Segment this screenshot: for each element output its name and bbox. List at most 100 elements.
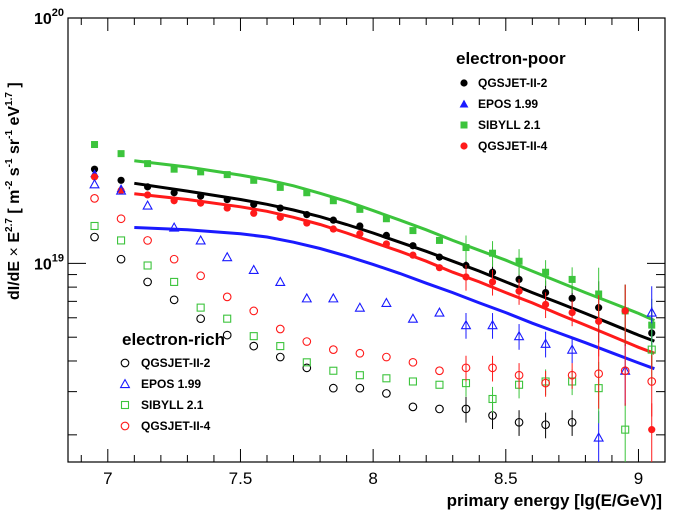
point-electron-rich-qgsjet-ii-4 <box>461 363 471 373</box>
point-electron-rich-qgsjet-ii-2 <box>355 383 365 393</box>
point-electron-rich-epos-1-99 <box>354 302 366 312</box>
legend-electron-poor-label-sibyll-2-1: SIBYLL 2.1 <box>478 118 541 132</box>
y-axis-title-bracket-close: ] <box>6 82 23 92</box>
point-electron-poor-sibyll-2-1 <box>382 215 390 223</box>
point-electron-rich-qgsjet-ii-4 <box>355 348 365 358</box>
point-electron-rich-epos-1-99 <box>407 313 419 323</box>
point-electron-rich-qgsjet-ii-4 <box>116 214 126 224</box>
x-axis-title: primary energy [lg(E/GeV)] <box>447 491 662 510</box>
point-electron-rich-sibyll-2-1 <box>249 332 258 341</box>
point-electron-poor-qgsjet-ii-4 <box>356 230 364 238</box>
point-electron-rich-sibyll-2-1 <box>647 345 656 354</box>
point-electron-rich-epos-1-99 <box>460 319 472 330</box>
fit-curve-sibyll-2-1 <box>134 159 656 322</box>
point-electron-poor-qgsjet-ii-4 <box>595 317 603 325</box>
point-electron-rich-qgsjet-ii-2 <box>275 352 285 362</box>
point-electron-poor-sibyll-2-1 <box>542 268 550 276</box>
point-electron-rich-sibyll-2-1 <box>382 374 391 383</box>
y-axis-title-times: × <box>6 243 23 261</box>
point-electron-poor-qgsjet-ii-2 <box>250 200 258 208</box>
point-electron-rich-qgsjet-ii-2 <box>90 232 99 242</box>
point-electron-rich-sibyll-2-1 <box>170 277 179 286</box>
point-electron-rich-qgsjet-ii-4 <box>196 271 206 281</box>
legend-electron-poor-marker-epos-1-99 <box>459 99 469 108</box>
point-electron-poor-sibyll-2-1 <box>144 160 152 168</box>
point-electron-rich-sibyll-2-1 <box>621 425 630 434</box>
point-electron-poor-qgsjet-ii-4 <box>382 240 390 248</box>
point-electron-rich-qgsjet-ii-4 <box>90 194 99 203</box>
y-axis-title-exp-m2: -2 <box>4 180 15 189</box>
legend-electron-rich-label-epos-1-99: EPOS 1.99 <box>141 377 201 391</box>
x-tick-label: 7.5 <box>229 469 253 488</box>
point-electron-poor-qgsjet-ii-4 <box>250 209 258 217</box>
point-electron-rich-epos-1-99 <box>89 178 100 189</box>
point-electron-poor-sibyll-2-1 <box>117 150 125 158</box>
point-electron-rich-qgsjet-ii-4 <box>143 236 152 245</box>
legend-electron-rich-label-sibyll-2-1: SIBYLL 2.1 <box>141 398 204 412</box>
point-electron-rich-sibyll-2-1 <box>329 366 338 375</box>
y-axis-title: dI/dE × E2.7 [ m-2 s-1 sr-1 eV1.7 ] <box>4 82 23 300</box>
legend-electron-rich-label-qgsjet-ii-4: QGSJET-II-4 <box>141 419 211 433</box>
point-electron-rich-qgsjet-ii-4 <box>249 306 259 316</box>
legend-electron-poor-marker-qgsjet-ii-4 <box>460 142 468 150</box>
point-electron-rich-qgsjet-ii-4 <box>169 254 179 264</box>
point-electron-rich-sibyll-2-1 <box>408 377 417 386</box>
point-electron-rich-qgsjet-ii-4 <box>567 370 577 380</box>
point-electron-rich-qgsjet-ii-2 <box>567 417 577 427</box>
point-electron-rich-qgsjet-ii-2 <box>169 295 179 305</box>
point-electron-poor-qgsjet-ii-2 <box>568 294 576 302</box>
point-electron-rich-qgsjet-ii-4 <box>302 337 312 346</box>
point-electron-poor-sibyll-2-1 <box>223 171 231 179</box>
point-electron-poor-qgsjet-ii-4 <box>542 300 550 309</box>
legend-electron-poor-label-qgsjet-ii-4: QGSJET-II-4 <box>478 139 548 153</box>
point-electron-rich-qgsjet-ii-2 <box>116 254 126 264</box>
x-tick-label: 8.5 <box>494 469 518 488</box>
point-electron-rich-sibyll-2-1 <box>117 236 126 245</box>
point-electron-rich-epos-1-99 <box>221 251 233 262</box>
point-electron-poor-qgsjet-ii-2 <box>170 189 178 197</box>
point-electron-rich-epos-1-99 <box>513 330 525 341</box>
y-axis-title-dI: dI/dE <box>6 261 23 300</box>
point-electron-rich-qgsjet-ii-2 <box>514 417 524 427</box>
fit-curve-epos-1-99 <box>134 226 655 371</box>
point-electron-poor-qgsjet-ii-4 <box>435 264 444 272</box>
point-electron-poor-qgsjet-ii-4 <box>197 199 205 207</box>
point-electron-poor-sibyll-2-1 <box>595 290 603 298</box>
point-electron-poor-sibyll-2-1 <box>276 183 284 191</box>
point-electron-rich-qgsjet-ii-2 <box>541 420 550 430</box>
legend-electron-rich-marker-qgsjet-ii-2 <box>120 358 130 368</box>
point-electron-rich-qgsjet-ii-4 <box>647 377 657 386</box>
y-axis-title-exp-sr: -1 <box>4 130 15 139</box>
point-electron-poor-qgsjet-ii-2 <box>382 231 390 239</box>
point-electron-rich-qgsjet-ii-4 <box>514 370 524 380</box>
point-electron-poor-qgsjet-ii-2 <box>409 242 417 250</box>
point-electron-poor-qgsjet-ii-4 <box>329 225 337 233</box>
point-electron-poor-qgsjet-ii-2 <box>329 216 337 224</box>
legend-electron-poor-label-qgsjet-ii-2: QGSJET-II-2 <box>478 76 548 90</box>
point-electron-rich-epos-1-99 <box>327 292 339 303</box>
point-electron-poor-sibyll-2-1 <box>356 205 364 213</box>
point-electron-rich-qgsjet-ii-2 <box>328 383 338 393</box>
point-electron-poor-qgsjet-ii-4 <box>90 173 99 181</box>
point-electron-rich-sibyll-2-1 <box>90 221 99 231</box>
point-electron-rich-sibyll-2-1 <box>355 371 364 380</box>
point-electron-poor-qgsjet-ii-2 <box>356 222 364 230</box>
point-electron-poor-qgsjet-ii-4 <box>170 197 178 205</box>
legend-electron-poor-marker-qgsjet-ii-2 <box>460 79 468 87</box>
point-electron-rich-qgsjet-ii-4 <box>382 352 391 362</box>
point-electron-rich-epos-1-99 <box>540 338 551 348</box>
legend-electron-rich: electron-rich QGSJET-II-2 EPOS 1.99 SIBYLL… <box>119 330 225 433</box>
point-electron-rich-sibyll-2-1 <box>223 314 232 323</box>
point-electron-rich-sibyll-2-1 <box>488 394 497 404</box>
legend-electron-rich-label-qgsjet-ii-2: QGSJET-II-2 <box>141 356 211 370</box>
point-electron-poor-qgsjet-ii-2 <box>223 195 231 204</box>
point-electron-poor-qgsjet-ii-2 <box>276 204 284 212</box>
y-axis-title-eV: eV <box>6 106 23 130</box>
point-electron-rich-epos-1-99 <box>381 297 392 307</box>
point-electron-rich-qgsjet-ii-4 <box>275 324 285 334</box>
point-electron-rich-qgsjet-ii-2 <box>249 341 259 351</box>
point-electron-rich-qgsjet-ii-2 <box>222 330 232 340</box>
point-electron-poor-sibyll-2-1 <box>489 249 497 257</box>
point-electron-poor-sibyll-2-1 <box>197 168 205 176</box>
